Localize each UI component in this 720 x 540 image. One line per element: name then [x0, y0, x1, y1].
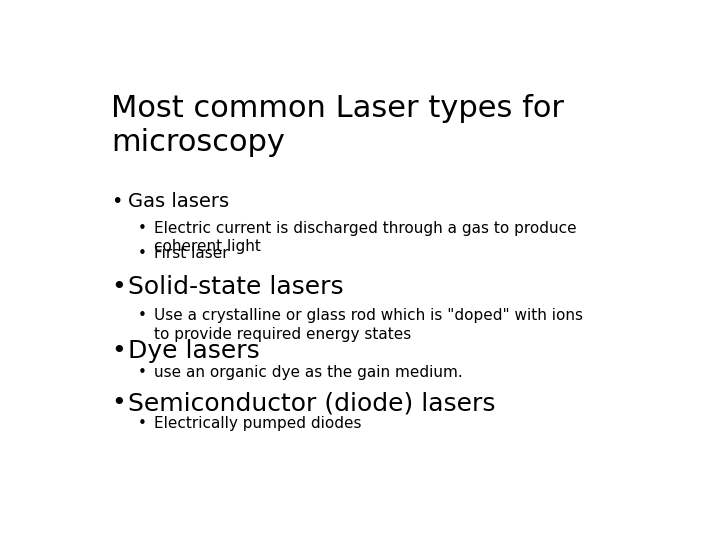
Text: Gas lasers: Gas lasers	[128, 192, 229, 211]
Text: First laser: First laser	[154, 246, 229, 261]
Text: Electric current is discharged through a gas to produce
coherent light: Electric current is discharged through a…	[154, 221, 577, 254]
Text: •: •	[111, 391, 126, 415]
Text: Most common Laser types for
microscopy: Most common Laser types for microscopy	[111, 94, 564, 157]
Text: •: •	[111, 275, 126, 299]
Text: •: •	[111, 339, 126, 363]
Text: •: •	[138, 246, 146, 261]
Text: Dye lasers: Dye lasers	[128, 339, 260, 363]
Text: Solid-state lasers: Solid-state lasers	[128, 275, 343, 299]
Text: use an organic dye as the gain medium.: use an organic dye as the gain medium.	[154, 365, 463, 380]
Text: •: •	[138, 308, 146, 323]
Text: Semiconductor (diode) lasers: Semiconductor (diode) lasers	[128, 391, 495, 415]
Text: •: •	[138, 416, 146, 431]
Text: Electrically pumped diodes: Electrically pumped diodes	[154, 416, 361, 431]
Text: •: •	[111, 192, 122, 211]
Text: •: •	[138, 365, 146, 380]
Text: Use a crystalline or glass rod which is "doped" with ions
to provide required en: Use a crystalline or glass rod which is …	[154, 308, 583, 342]
Text: •: •	[138, 221, 146, 236]
